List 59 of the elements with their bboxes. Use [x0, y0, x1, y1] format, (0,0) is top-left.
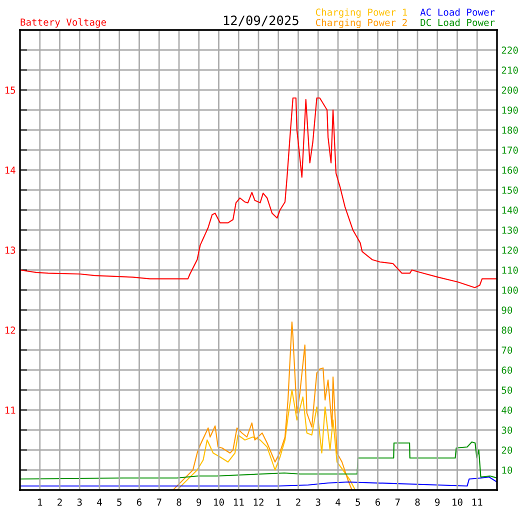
- x-tick-label: 4: [97, 498, 102, 506]
- y2-tick-label: 80: [502, 326, 512, 334]
- x-tick-label: 3: [77, 498, 82, 506]
- x-tick-label: 9: [196, 498, 202, 506]
- y2-tick-label: 200: [502, 86, 518, 94]
- x-tick-label: 10: [452, 498, 462, 506]
- x-tick-label: 7: [156, 498, 162, 506]
- y2-tick-label: 40: [502, 406, 512, 414]
- y2-tick-label: 160: [502, 166, 518, 174]
- y2-tick-label: 190: [502, 106, 518, 114]
- y2-tick-label: 170: [502, 146, 518, 154]
- x-tick-label: 5: [356, 498, 360, 506]
- text: Charging Power 2: [316, 18, 407, 28]
- y2-tick-label: 180: [502, 126, 518, 134]
- y2-tick-label: 140: [502, 206, 518, 214]
- line-series: [20, 441, 497, 480]
- x-tick-label: 2: [58, 498, 62, 506]
- line-series: [20, 97, 497, 288]
- x-tick-label: 4: [336, 498, 340, 506]
- y2-tick-label: 100: [502, 286, 518, 294]
- y2-tick-label: 60: [502, 366, 512, 374]
- y2-tick-label: 50: [502, 386, 512, 394]
- x-tick-label: 9: [435, 498, 440, 506]
- y2-tick-label: 130: [502, 226, 518, 234]
- x-tick-label: 11: [234, 498, 244, 506]
- x-tick-label: 8: [415, 498, 420, 506]
- x-tick-label: 1: [38, 498, 42, 506]
- x-tick-label: 6: [136, 498, 142, 506]
- line-series: [20, 476, 497, 487]
- y-axis-title: Battery Voltage: [20, 18, 106, 28]
- y2-tick-label: 150: [502, 186, 518, 194]
- y2-tick-label: 20: [502, 446, 512, 454]
- x-tick-label: 1: [276, 498, 281, 506]
- y2-tick-label: 120: [502, 246, 518, 254]
- y2-tick-label: 220: [502, 46, 518, 54]
- x-tick-label: 3: [316, 498, 320, 506]
- x-tick-label: 8: [176, 498, 182, 506]
- x-tick-label: 10: [214, 498, 224, 506]
- y2-tick-label: 70: [502, 346, 512, 354]
- text: Charging Power 1: [316, 8, 407, 18]
- x-tick-label: 12: [254, 498, 264, 506]
- text: AC Load Power: [420, 8, 495, 16]
- y2-tick-label: 210: [502, 66, 518, 74]
- x-tick-label: 7: [395, 498, 400, 506]
- y-tick-label: 14: [5, 166, 16, 174]
- chart-title: 12/09/2025: [224, 16, 298, 26]
- y-tick-label: 15: [5, 86, 16, 94]
- y2-tick-label: 30: [502, 426, 512, 434]
- x-tick-label: 11: [472, 498, 482, 506]
- y-tick-label: 13: [5, 246, 16, 254]
- text: DC Load Power: [420, 18, 495, 26]
- x-tick-label: 5: [117, 498, 122, 506]
- x-tick-label: 6: [375, 498, 380, 506]
- y2-tick-label: 110: [502, 266, 518, 274]
- y-tick-label: 11: [5, 406, 16, 414]
- y2-tick-label: 10: [502, 466, 512, 474]
- x-tick-label: 2: [296, 498, 300, 506]
- y-tick-label: 12: [5, 326, 16, 334]
- y2-tick-label: 90: [502, 306, 512, 314]
